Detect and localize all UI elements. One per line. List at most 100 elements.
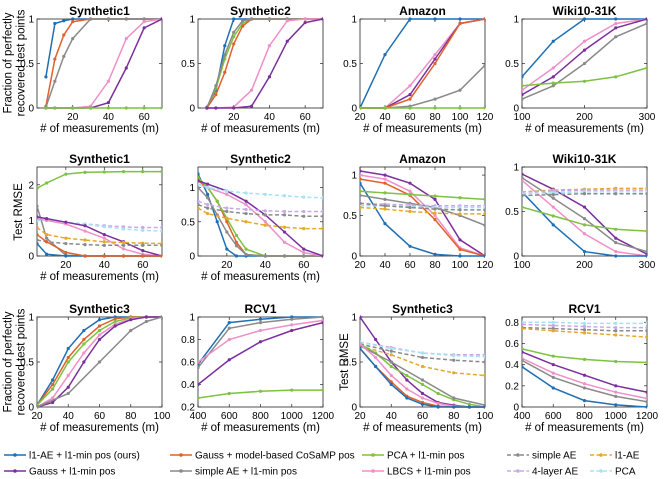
data-point-gauss_cosamp [113, 317, 117, 321]
data-point-simpleae_l1min [282, 254, 287, 258]
legend-marker [371, 453, 375, 457]
data-point-simpleae_l1min [522, 176, 524, 180]
data-point-simpleae [645, 329, 647, 333]
x-axis-label: # of measurements (m) [40, 422, 159, 434]
data-point-simpleae_l1min [522, 97, 524, 101]
data-point-l1ae_l1min [62, 19, 66, 23]
x-tick-label: 20 [354, 112, 366, 123]
data-point-l1ae_l1min [582, 399, 587, 403]
data-point-simpleae [483, 360, 485, 364]
data-point-gauss_l1min [205, 106, 209, 110]
chart-r3c2: 400 600 800 1000 1200 0.2 0.4 0.6 0.8 1 RCV1 # of m… [181, 302, 334, 434]
data-point-lbcs_l1min [389, 373, 393, 378]
legend-item-lbcs_l1min: LBCS + l1-min pos [362, 467, 471, 478]
y-axis-label-line: Fraction of perfectly [3, 311, 15, 412]
data-point-gauss_l1min [113, 324, 117, 328]
data-point-pca_l1min [290, 388, 294, 392]
data-point-l1ae [483, 373, 485, 378]
x-axis-label: # of measurements (m) [40, 123, 159, 135]
data-point-gauss_l1min [66, 385, 70, 389]
x-tick-label: 60 [300, 112, 312, 123]
data-point-lbcs_l1min [227, 337, 231, 342]
data-point-ae4 [614, 325, 618, 330]
legend-item-simpleae_l1min: simple AE + l1-min pos [170, 467, 297, 478]
y-axis-label-line: recovered test points [16, 308, 28, 415]
series-line-l1ae_l1min [360, 182, 485, 257]
data-point-simpleae_l1min [232, 30, 236, 34]
y-tick-label: 0.5 [181, 59, 195, 70]
series-line-simpleae_l1min [360, 194, 485, 226]
x-axis-label: # of measurements (m) [201, 271, 320, 283]
x-axis-label: # of measurements (m) [363, 123, 482, 135]
legend-item-gauss_l1min: Gauss + l1-min pos [4, 467, 115, 478]
chart-r1c2: 20 40 60 0 0.5 1 Synthetic2 # of measurements (… [181, 4, 324, 135]
data-point-simpleae_l1min [420, 378, 425, 382]
data-point-l1ae [302, 227, 306, 231]
series-line-simpleae [522, 326, 647, 332]
data-point-l1ae_l1min [383, 222, 387, 226]
data-point-l1ae_l1min [458, 254, 462, 258]
data-point-gauss_l1min [458, 238, 462, 242]
data-point-l1ae [522, 327, 524, 331]
data-point-simpleae [614, 192, 618, 196]
data-point-gauss_l1min [582, 373, 587, 377]
chart-title: Amazon [399, 4, 446, 18]
data-point-simpleae_l1min [198, 185, 200, 190]
chart-title: Wiki10-31K [553, 152, 617, 166]
data-point-pca_l1min [141, 170, 145, 174]
data-point-pca_l1min [582, 223, 587, 227]
chart-r2c1: 20 40 60 0 1 2 Synthetic1 # of measurements (m) [28, 152, 163, 283]
x-tick-label: 300 [639, 112, 656, 123]
data-point-simpleae_l1min [244, 253, 248, 257]
data-point-pca_l1min [483, 197, 485, 201]
y-tick-label: 0 [513, 252, 519, 263]
data-point-simpleae [458, 208, 462, 212]
legend-item-pca_l1min: PCA + l1-min pos [362, 451, 465, 462]
data-point-lbcs_l1min [267, 44, 272, 48]
data-point-lbcs_l1min [360, 173, 362, 177]
data-point-pca_l1min [551, 354, 555, 358]
data-point-simpleae_l1min [249, 17, 254, 21]
data-point-l1ae_l1min [258, 317, 263, 321]
data-point-l1ae [244, 220, 248, 224]
data-point-simpleae_l1min [206, 196, 210, 200]
legend-item-ae4: 4-layer AE [507, 467, 578, 478]
data-point-gauss_cosamp [37, 233, 39, 237]
data-point-ae4 [302, 209, 306, 214]
data-point-gauss_cosamp [64, 250, 68, 255]
y-axis-label-row1: Fraction of perfectly recovered test poin… [3, 9, 28, 116]
x-axis-label: # of measurements (m) [201, 123, 320, 135]
series-group [198, 172, 323, 258]
data-point-l1ae_l1min [458, 17, 462, 21]
data-point-lbcs_l1min [285, 19, 289, 23]
data-point-simpleae_l1min [263, 254, 267, 258]
data-point-pca_l1min [645, 360, 647, 365]
data-point-simpleae [102, 243, 106, 247]
y-tick-label: 0.6 [505, 339, 519, 350]
data-point-gauss_cosamp [82, 337, 86, 342]
data-point-lbcs_l1min [582, 39, 587, 43]
series-group [37, 315, 162, 409]
y-tick-label: 0 [513, 403, 519, 414]
data-point-l1ae [483, 212, 485, 216]
x-tick-label: 60 [139, 112, 151, 123]
y-tick-label: 0 [351, 104, 357, 115]
data-point-lbcs_l1min [102, 236, 106, 240]
plot-frame [359, 18, 486, 109]
data-point-simpleae_l1min [433, 97, 437, 101]
data-point-pca_l1min [420, 382, 425, 387]
legend-item-gauss_cosamp: Gauss + model-based CoSaMP pos [170, 451, 355, 462]
data-point-l1ae [551, 329, 555, 333]
y-tick-label: 0.5 [343, 358, 357, 369]
y-tick-label: 0 [189, 104, 195, 115]
data-point-lbcs_l1min [142, 20, 146, 24]
data-point-gauss_l1min [198, 382, 200, 387]
data-point-lbcs_l1min [408, 189, 412, 193]
data-point-pca_l1min [645, 66, 647, 70]
data-point-simpleae_l1min [452, 396, 456, 400]
data-point-gauss_l1min [129, 318, 133, 322]
x-tick-label: 20 [354, 411, 366, 422]
data-point-pca_l1min [44, 106, 48, 110]
legend-marker [371, 469, 375, 473]
series-line-gauss_l1min [37, 216, 162, 257]
